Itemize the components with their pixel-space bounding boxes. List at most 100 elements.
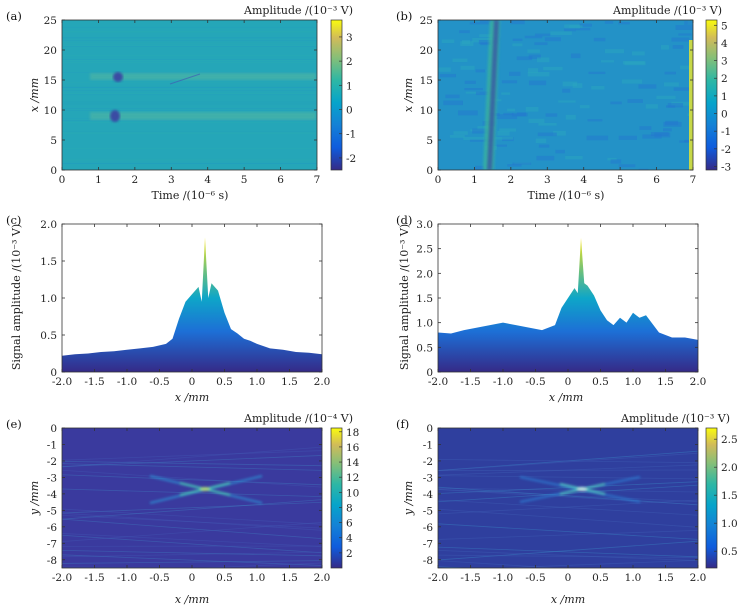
x-tick-label: -1.0 xyxy=(117,572,137,584)
panel-c: (c) -2.0 -1.5 -1.0 -0.5 0 0.5 1.0 1.5 2.0 0 0.5 1.0… xyxy=(6,213,330,404)
texture-blob xyxy=(475,91,494,96)
x-tick-label: 1.5 xyxy=(281,376,298,388)
y-tick-label: 10 xyxy=(420,105,433,117)
texture-blob xyxy=(512,43,523,47)
panel-d: (d) -2.0 -1.5 -1.0 -0.5 0 0.5 1.0 1.5 2.0 0 0.5 1.0… xyxy=(396,213,706,404)
ticks-e: -2.0 -1.5 -1.0 -0.5 0 0.5 1.0 1.5 2.0 0 -1 -2 -3 -4 -5… xyxy=(47,423,331,584)
focus-cross-f xyxy=(519,476,641,503)
texture-blob xyxy=(579,105,590,109)
texture-line xyxy=(438,452,698,472)
texture-blob xyxy=(671,37,690,42)
heatmap-a-texture xyxy=(62,26,317,164)
colorbar-tick-label: -2 xyxy=(721,144,731,156)
texture-blob xyxy=(537,132,557,137)
texture-line xyxy=(62,533,322,548)
x-tick-label: 3 xyxy=(168,174,175,186)
texture-blob xyxy=(664,71,676,75)
colorbar-tick-label: 2 xyxy=(346,56,353,68)
texture-blob xyxy=(667,103,684,108)
texture-blob xyxy=(511,112,528,117)
texture-blob xyxy=(565,155,583,160)
texture-line xyxy=(438,489,698,506)
texture-blob xyxy=(575,27,591,31)
texture-blob xyxy=(496,144,507,147)
y-tick-label: -8 xyxy=(47,555,57,567)
texture-blob xyxy=(604,49,625,54)
texture-line xyxy=(438,484,698,503)
ylabel-e: y /mm xyxy=(28,481,41,516)
texture-blob xyxy=(591,85,605,90)
colorbar-title-a: Amplitude /(10⁻³ V) xyxy=(243,4,353,17)
texture-line xyxy=(189,562,322,568)
colorbar-tick-label: -1 xyxy=(721,126,731,138)
texture-blob xyxy=(680,65,693,70)
colorbar-tick-label: 0 xyxy=(721,109,728,121)
texture-line xyxy=(62,508,322,525)
colorbar-tick-label: 1.0 xyxy=(721,518,738,530)
y-tick-label: -5 xyxy=(423,505,433,517)
y-tick-label: 2.5 xyxy=(416,244,433,256)
texture-blob xyxy=(642,134,662,139)
heatmap-f-background xyxy=(438,428,698,568)
x-tick-label: 7 xyxy=(690,174,697,186)
y-tick-label: -7 xyxy=(47,538,57,550)
texture-blob xyxy=(555,149,565,154)
y-tick-label: 0.5 xyxy=(40,330,57,342)
texture-blob xyxy=(524,35,543,39)
texture-line xyxy=(62,514,322,529)
texture-line xyxy=(438,560,562,568)
texture-blob xyxy=(516,56,533,61)
y-tick-label: 25 xyxy=(420,15,433,27)
texture-line xyxy=(438,523,698,540)
texture-blob xyxy=(439,73,456,78)
y-tick-label: 0 xyxy=(50,367,57,379)
texture-blob xyxy=(663,82,679,87)
texture-blob xyxy=(656,95,676,100)
y-tick-label: 25 xyxy=(44,15,57,27)
y-tick-label: 20 xyxy=(44,45,57,57)
texture-blob xyxy=(588,71,606,75)
colorbar-ticks-a: -2 -1 0 1 2 3 xyxy=(330,19,356,171)
texture-blob xyxy=(562,81,578,87)
texture-line xyxy=(62,534,322,554)
y-tick-label: -5 xyxy=(47,505,57,517)
colorbar-ticks-b: -3 -2 -1 0 1 2 3 4 5 xyxy=(705,19,731,173)
y-tick-label: 1.5 xyxy=(416,293,433,305)
texture-blob xyxy=(536,155,555,161)
axes-c: -2.0 -1.5 -1.0 -0.5 0 0.5 1.0 1.5 2.0 0 0.5 1.0 1.5 2… xyxy=(40,219,330,388)
texture-blob xyxy=(465,91,480,94)
texture-blob xyxy=(543,66,563,71)
texture-line xyxy=(62,554,322,566)
texture-blob xyxy=(550,31,572,35)
texture-blob xyxy=(449,135,465,138)
y-tick-label: 3.0 xyxy=(416,219,433,231)
colorbar-tick-label: 16 xyxy=(346,442,360,454)
texture-blob xyxy=(499,128,517,132)
texture-blob xyxy=(545,113,558,117)
texture-blob xyxy=(663,121,682,127)
x-tick-label: -2.0 xyxy=(428,572,448,584)
texture-blob xyxy=(478,40,499,45)
texture-blob xyxy=(638,84,657,89)
texture-blob xyxy=(479,34,496,38)
bright-edge-b xyxy=(689,40,693,170)
y-tick-label: -2 xyxy=(47,456,57,468)
defect-spot-upper xyxy=(113,72,123,82)
texture-blob xyxy=(544,37,561,42)
x-tick-label: -1.5 xyxy=(460,376,480,388)
texture-blob xyxy=(475,69,486,73)
texture-blob xyxy=(503,112,514,116)
xlabel-c: x /mm xyxy=(175,391,209,404)
colorbar-tick-label: -2 xyxy=(346,153,356,165)
colorbar-tick-label: 3 xyxy=(346,32,353,44)
texture-blob xyxy=(563,27,576,32)
texture-blob xyxy=(692,22,693,25)
xlabel-f: x /mm xyxy=(551,593,585,606)
y-tick-label: -1 xyxy=(47,439,57,451)
x-tick-label: 0 xyxy=(565,572,572,584)
x-tick-label: -0.5 xyxy=(525,376,545,388)
x-tick-label: -2.0 xyxy=(52,376,72,388)
texture-line xyxy=(438,458,698,464)
texture-blob xyxy=(457,110,478,116)
